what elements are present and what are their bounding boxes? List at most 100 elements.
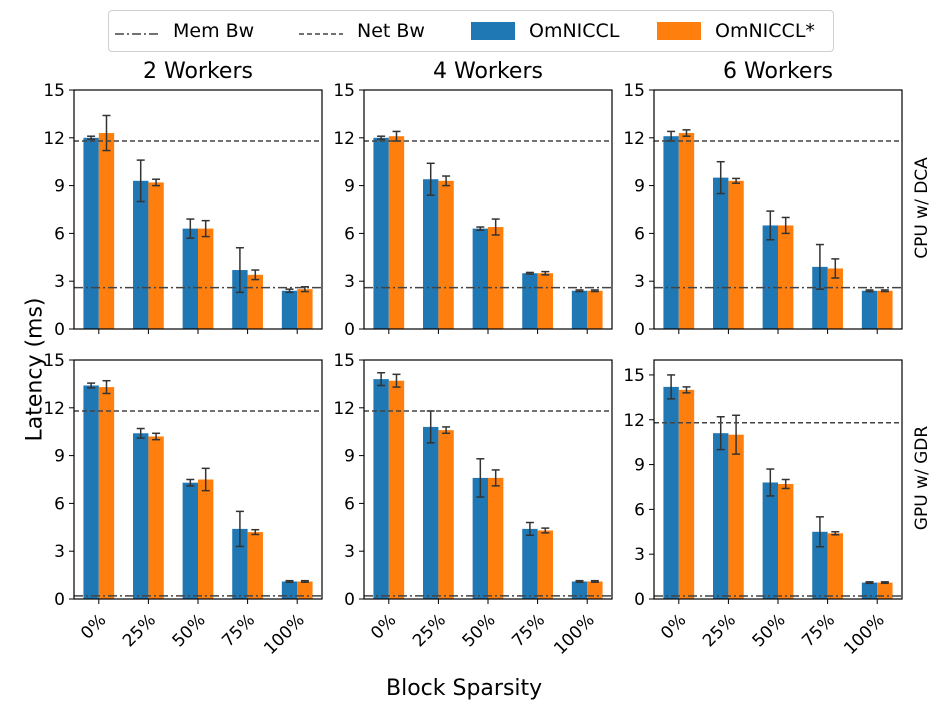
bar-omniccl-star	[438, 430, 454, 599]
bar-omniccl-star	[537, 530, 553, 599]
panel-3: 6 Workers 0 3 6 9 12 15	[623, 59, 903, 340]
x-tick-label: 100%	[260, 610, 309, 659]
orange-patch-icon	[657, 22, 701, 40]
panel-title: 4 Workers	[433, 59, 543, 84]
bar-omniccl	[373, 137, 389, 329]
bar-omniccl	[373, 379, 389, 599]
panel-2: 4 Workers 0 3 6 9 12 15	[333, 59, 613, 340]
legend-label-net-bw: Net Bw	[357, 20, 425, 42]
x-tick-label: 100%	[550, 610, 599, 659]
bar-omniccl	[182, 482, 198, 599]
bar-omniccl-star	[488, 227, 504, 329]
bar-omniccl-star	[438, 180, 454, 329]
plot-frame	[73, 89, 323, 330]
bar-omniccl-star	[388, 136, 405, 329]
y-tick-label: 15	[43, 81, 65, 101]
y-tick-label: 6	[634, 224, 645, 244]
bar-omniccl-star	[198, 228, 214, 329]
bar-omniccl	[133, 180, 149, 329]
x-tick-label: 25%	[699, 610, 740, 651]
legend: Mem Bw Net Bw OmNICCL OmNICCL*	[108, 10, 834, 52]
legend-item-net-bw: Net Bw	[299, 17, 425, 45]
bar-omniccl-star	[728, 180, 744, 329]
plot-frame	[363, 89, 613, 330]
bar-omniccl	[812, 266, 828, 329]
y-tick-label: 3	[54, 272, 65, 292]
bar-omniccl	[861, 290, 878, 329]
plot-frame	[653, 89, 903, 330]
y-tick-label: 6	[54, 494, 65, 514]
x-tick-label: 50%	[169, 610, 210, 651]
bar-omniccl-star	[587, 581, 603, 599]
legend-item-omniccl: OmNICCL	[471, 17, 619, 45]
y-tick-label: 9	[634, 177, 645, 197]
y-tick-label: 12	[43, 129, 65, 149]
blue-patch-icon	[471, 22, 515, 40]
y-tick-label: 12	[623, 129, 645, 149]
x-tick-label: 75%	[798, 610, 839, 651]
y-tick-label: 9	[344, 447, 355, 467]
bar-omniccl-star	[297, 581, 313, 599]
bar-omniccl-star	[537, 273, 553, 329]
y-tick-label: 9	[54, 177, 65, 197]
y-tick-label: 9	[54, 447, 65, 467]
legend-label-mem-bw: Mem Bw	[173, 20, 255, 42]
y-tick-label: 12	[43, 399, 65, 419]
bar-omniccl-star	[148, 436, 164, 599]
x-tick-label: 50%	[459, 610, 500, 651]
x-axis-title: Block Sparsity	[386, 676, 543, 701]
bar-omniccl	[663, 136, 679, 329]
bar-omniccl-star	[247, 274, 263, 329]
y-tick-label: 0	[344, 320, 355, 340]
bar-omniccl-star	[98, 133, 115, 329]
y-tick-label: 9	[344, 177, 355, 197]
y-tick-label: 3	[634, 272, 645, 292]
y-tick-label: 15	[623, 366, 645, 386]
bar-omniccl-star	[678, 133, 695, 329]
plot-frame	[73, 359, 323, 600]
legend-item-omniccl-star: OmNICCL*	[657, 17, 815, 45]
x-tick-label: 75%	[218, 610, 259, 651]
y-tick-label: 9	[634, 456, 645, 476]
y-tick-label: 12	[623, 411, 645, 431]
panel-6: 0 3 6 9 12 15 0% 25% 50% 75% 100%	[623, 359, 903, 659]
y-tick-label: 0	[634, 320, 645, 340]
y-tick-label: 12	[333, 129, 355, 149]
panel-4: 0 3 6 9 12 15 0% 25% 50% 75% 100%	[43, 351, 323, 659]
x-tick-label: 0%	[77, 610, 110, 643]
bar-omniccl-star	[877, 290, 893, 329]
bar-omniccl-star	[98, 387, 115, 599]
bar-omniccl	[472, 228, 488, 329]
bar-omniccl-star	[877, 582, 893, 599]
bar-omniccl	[83, 137, 99, 329]
bar-omniccl-star	[247, 532, 263, 599]
x-tick-label: 50%	[749, 610, 790, 651]
y-tick-label: 0	[54, 590, 65, 610]
x-tick-label: 25%	[409, 610, 450, 651]
bar-omniccl	[571, 581, 588, 599]
y-tick-label: 0	[634, 590, 645, 610]
x-tick-label: 100%	[840, 610, 889, 659]
bar-omniccl-star	[778, 483, 794, 599]
bar-omniccl	[182, 228, 198, 329]
bar-omniccl	[281, 581, 298, 599]
bar-omniccl-star	[297, 289, 313, 329]
bar-omniccl-star	[388, 380, 405, 599]
bar-omniccl-star	[678, 389, 695, 599]
bar-omniccl	[281, 290, 298, 329]
bar-omniccl-star	[827, 268, 843, 329]
bar-omniccl	[762, 225, 778, 329]
bar-omniccl-star	[728, 434, 744, 599]
panel-title: 2 Workers	[143, 59, 253, 84]
y-tick-label: 15	[333, 351, 355, 371]
bar-omniccl-star	[827, 533, 843, 599]
bar-omniccl-star	[148, 182, 164, 329]
bar-omniccl	[472, 477, 488, 599]
bar-omniccl	[663, 386, 679, 599]
x-tick-label: 0%	[657, 610, 690, 643]
bar-omniccl	[812, 531, 828, 599]
y-tick-label: 6	[634, 500, 645, 520]
bar-omniccl	[83, 385, 99, 599]
y-tick-label: 0	[344, 590, 355, 610]
